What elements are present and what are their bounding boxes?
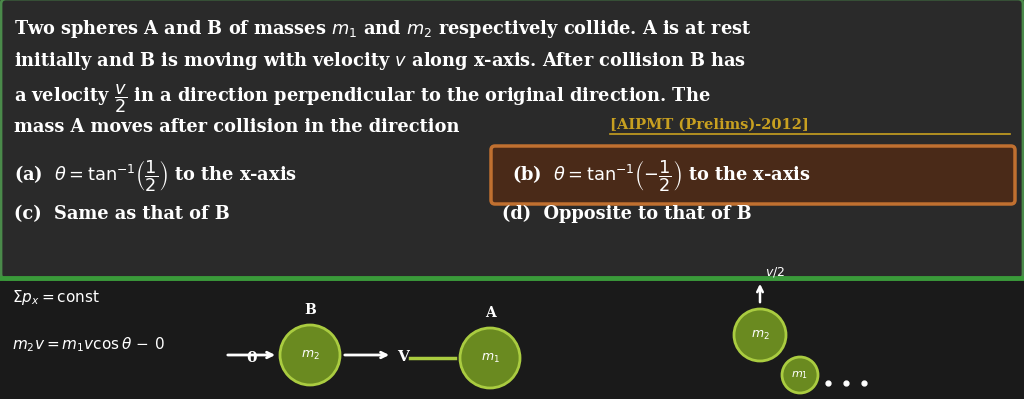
Text: (a)  $\theta = \tan^{-1}\!\left(\dfrac{1}{2}\right)$ to the x-axis: (a) $\theta = \tan^{-1}\!\left(\dfrac{1}… xyxy=(14,158,297,194)
Text: $v/2$: $v/2$ xyxy=(765,265,784,279)
Text: $m_1$: $m_1$ xyxy=(792,369,809,381)
Text: Two spheres A and B of masses $m_1$ and $m_2$ respectively collide. A is at rest: Two spheres A and B of masses $m_1$ and … xyxy=(14,18,752,40)
Text: [AIPMT (Prelims)-2012]: [AIPMT (Prelims)-2012] xyxy=(610,118,809,132)
Circle shape xyxy=(280,325,340,385)
Text: $m_1$: $m_1$ xyxy=(480,352,500,365)
Text: $m_2$: $m_2$ xyxy=(301,348,319,361)
Text: $m_2 v = m_1 v\cos\theta\,-\,0$: $m_2 v = m_1 v\cos\theta\,-\,0$ xyxy=(12,335,165,354)
FancyBboxPatch shape xyxy=(1,0,1023,279)
Text: 0: 0 xyxy=(247,351,257,365)
Bar xyxy=(0,278,1024,399)
Text: A: A xyxy=(484,306,496,320)
Text: a velocity $\dfrac{v}{2}$ in a direction perpendicular to the original direction: a velocity $\dfrac{v}{2}$ in a direction… xyxy=(14,82,711,115)
Circle shape xyxy=(782,357,818,393)
Text: V: V xyxy=(397,350,409,364)
Circle shape xyxy=(460,328,520,388)
FancyBboxPatch shape xyxy=(490,146,1015,204)
Text: (b)  $\theta = \tan^{-1}\!\left(-\dfrac{1}{2}\right)$ to the x-axis: (b) $\theta = \tan^{-1}\!\left(-\dfrac{1… xyxy=(512,158,811,194)
Text: (c)  Same as that of B: (c) Same as that of B xyxy=(14,205,229,223)
Text: (d)  Opposite to that of B: (d) Opposite to that of B xyxy=(502,205,752,223)
Text: $\Sigma p_x = \mathrm{const}$: $\Sigma p_x = \mathrm{const}$ xyxy=(12,288,99,307)
Text: $m_2$: $m_2$ xyxy=(751,328,769,342)
Circle shape xyxy=(734,309,786,361)
Text: mass A moves after collision in the direction: mass A moves after collision in the dire… xyxy=(14,118,460,136)
Text: initially and B is moving with velocity $v$ along x-axis. After collision B has: initially and B is moving with velocity … xyxy=(14,50,746,72)
Text: B: B xyxy=(304,303,315,317)
